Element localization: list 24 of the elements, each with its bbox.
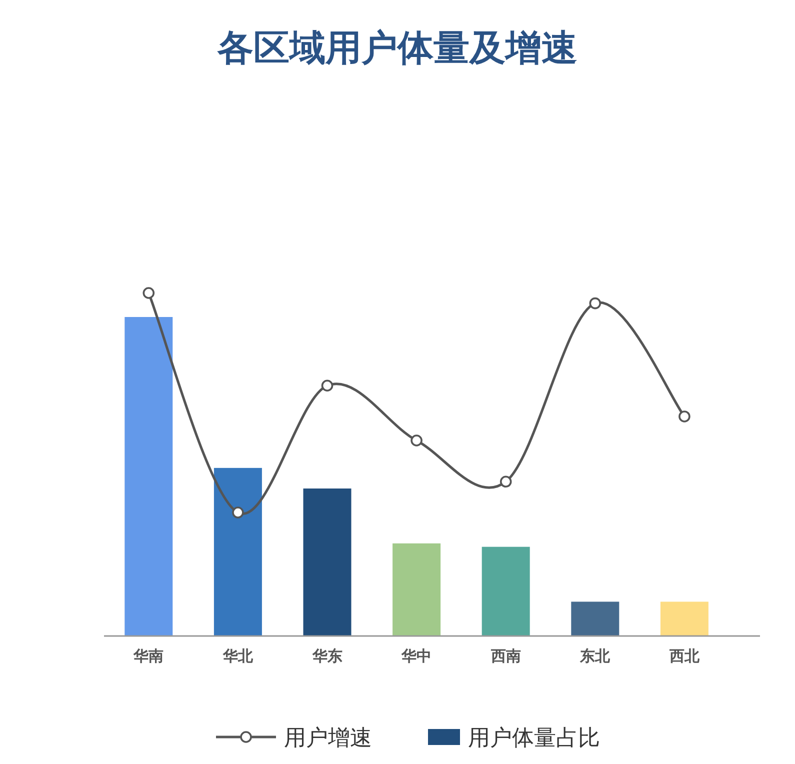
x-tick-label: 华中 (400, 647, 432, 665)
bar (482, 546, 530, 636)
bar (660, 602, 708, 636)
point (142, 287, 155, 299)
x-tick-label: 西南 (490, 647, 521, 665)
x-tick-label: 东北 (579, 647, 612, 665)
bar (124, 317, 173, 636)
x-tick-label: 华南 (132, 647, 164, 665)
legend-label: 用户体量占比 (468, 726, 600, 751)
point (321, 380, 334, 392)
bar (571, 602, 620, 636)
point (589, 297, 602, 310)
bar (214, 468, 262, 636)
bar (303, 488, 352, 636)
point (410, 434, 422, 446)
legend-label: 用户增速 (284, 726, 372, 751)
chart-title: 各区域用户体量及增速 (216, 28, 578, 69)
point (678, 410, 690, 422)
x-tick-label: 华北 (222, 647, 254, 665)
bar (392, 543, 441, 636)
point (500, 476, 512, 488)
x-tick-label: 西北 (668, 647, 700, 665)
x-tick-label: 华东 (311, 647, 342, 665)
point (232, 506, 244, 518)
